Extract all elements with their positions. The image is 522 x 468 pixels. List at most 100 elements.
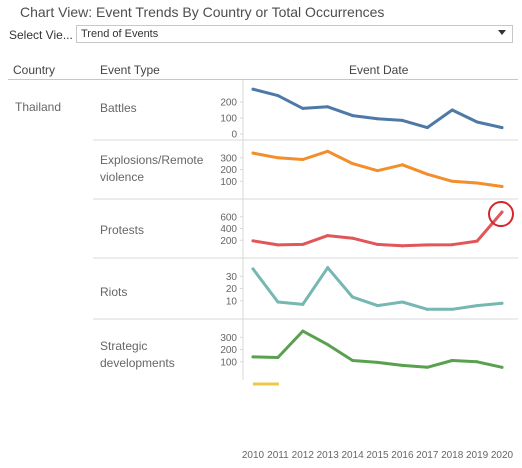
y-tick-label: 600 bbox=[220, 212, 237, 223]
series-line-explosions-remote-violence bbox=[251, 149, 504, 188]
event-type-label-line: Battles bbox=[100, 101, 137, 115]
y-tick-label: 100 bbox=[220, 114, 237, 125]
data-point bbox=[301, 106, 305, 110]
y-tick-label: 200 bbox=[220, 165, 237, 176]
data-point bbox=[276, 243, 280, 247]
data-point bbox=[376, 242, 379, 246]
data-point bbox=[425, 172, 429, 176]
y-tick-label: 300 bbox=[220, 153, 237, 164]
data-point bbox=[251, 355, 255, 359]
y-tick-label: 10 bbox=[226, 296, 238, 307]
data-point bbox=[500, 210, 504, 214]
data-point bbox=[450, 359, 454, 363]
y-tick-label: 0 bbox=[231, 130, 237, 141]
data-point bbox=[276, 355, 280, 359]
data-point bbox=[351, 359, 355, 363]
column-header-country: Country bbox=[13, 63, 56, 77]
data-point bbox=[500, 126, 504, 130]
data-point bbox=[351, 295, 355, 299]
series-line-riots bbox=[251, 266, 504, 311]
data-point bbox=[251, 87, 255, 91]
data-point bbox=[450, 243, 454, 247]
data-point bbox=[425, 307, 429, 311]
data-point bbox=[376, 360, 379, 364]
data-point bbox=[400, 300, 404, 304]
data-point bbox=[326, 105, 330, 109]
data-point bbox=[450, 179, 454, 183]
x-tick-label: 2017 bbox=[416, 450, 439, 461]
x-tick-label: 2020 bbox=[491, 450, 514, 461]
x-tick-label: 2016 bbox=[391, 450, 414, 461]
data-point bbox=[475, 181, 479, 185]
event-type-label: Riots bbox=[100, 284, 212, 301]
data-point bbox=[326, 234, 330, 238]
event-type-label-line: violence bbox=[100, 170, 145, 184]
x-tick-label: 2012 bbox=[292, 450, 315, 461]
data-point bbox=[376, 169, 379, 173]
event-type-label: Strategic developments bbox=[100, 338, 212, 372]
y-tick-label: 20 bbox=[226, 284, 238, 295]
data-point bbox=[351, 162, 355, 166]
x-tick-label: 2014 bbox=[341, 450, 364, 461]
data-point bbox=[400, 244, 404, 248]
data-point bbox=[276, 156, 280, 160]
highlight-circle bbox=[488, 201, 514, 228]
data-point bbox=[400, 363, 404, 367]
data-point bbox=[351, 114, 355, 118]
data-point bbox=[351, 236, 355, 240]
data-point bbox=[425, 365, 429, 369]
event-type-label-line: Explosions/Remote bbox=[100, 153, 204, 167]
data-point bbox=[326, 343, 330, 347]
event-type-label: Battles bbox=[100, 100, 212, 117]
x-tick-label: 2019 bbox=[466, 450, 489, 461]
series-line-battles bbox=[251, 87, 504, 130]
chevron-down-icon[interactable] bbox=[498, 30, 506, 35]
select-view-label: Select Vie... bbox=[9, 28, 73, 42]
data-point bbox=[475, 239, 479, 243]
y-tick-label: 200 bbox=[220, 236, 237, 247]
data-point bbox=[251, 267, 255, 271]
data-point bbox=[276, 94, 280, 98]
x-tick-label: 2018 bbox=[441, 450, 464, 461]
data-point bbox=[251, 239, 255, 243]
series-line-protests bbox=[251, 210, 504, 248]
header-divider bbox=[8, 79, 518, 80]
data-point bbox=[500, 365, 504, 369]
data-point bbox=[425, 126, 429, 130]
data-point bbox=[475, 304, 479, 308]
x-tick-label: 2015 bbox=[366, 450, 389, 461]
data-point bbox=[425, 243, 429, 247]
event-type-label: Explosions/Remote violence bbox=[100, 152, 212, 186]
x-tick-label: 2011 bbox=[267, 450, 289, 461]
data-point bbox=[450, 307, 454, 311]
data-point bbox=[376, 304, 379, 308]
x-tick-label: 2013 bbox=[317, 450, 340, 461]
chart-title: Chart View: Event Trends By Country or T… bbox=[20, 4, 385, 20]
column-header-event-type: Event Type bbox=[100, 63, 160, 77]
y-tick-label: 400 bbox=[220, 224, 237, 235]
y-tick-label: 100 bbox=[220, 177, 237, 188]
y-tick-label: 300 bbox=[220, 333, 237, 344]
event-type-label-line: developments bbox=[100, 356, 175, 370]
data-point bbox=[500, 185, 504, 189]
data-point bbox=[326, 149, 330, 153]
y-tick-label: 200 bbox=[220, 98, 237, 109]
event-type-label: Protests bbox=[100, 222, 212, 239]
y-tick-label: 30 bbox=[226, 272, 238, 283]
data-point bbox=[450, 108, 454, 112]
y-tick-label: 200 bbox=[220, 345, 237, 356]
y-tick-label: 100 bbox=[220, 357, 237, 368]
data-point bbox=[251, 151, 255, 155]
data-point bbox=[276, 300, 280, 304]
event-type-label-line: Strategic bbox=[100, 339, 148, 353]
data-point bbox=[301, 242, 305, 246]
data-point bbox=[500, 301, 504, 305]
event-type-label-line: Riots bbox=[100, 285, 128, 299]
data-point bbox=[400, 118, 404, 122]
data-point bbox=[475, 360, 479, 364]
select-view-dropdown[interactable]: Trend of Events bbox=[76, 25, 513, 43]
country-label: Thailand bbox=[15, 100, 62, 114]
x-tick-label: 2010 bbox=[242, 450, 265, 461]
data-point bbox=[301, 158, 305, 162]
